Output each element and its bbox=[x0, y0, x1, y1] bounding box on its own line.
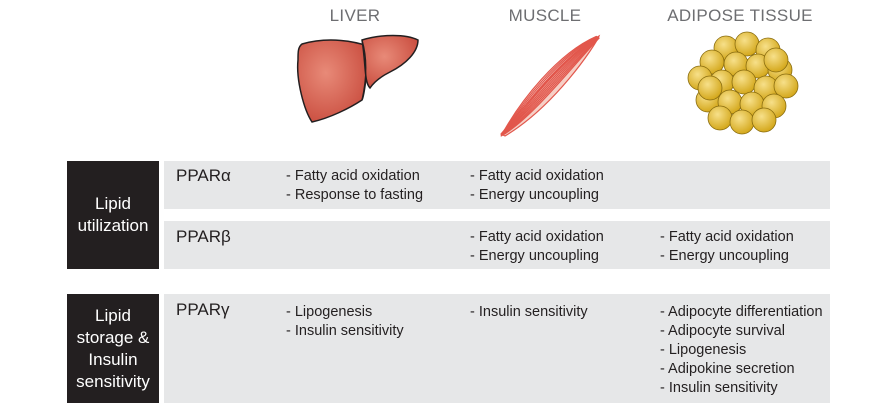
cell-alpha-liver: - Fatty acid oxidation - Response to fast… bbox=[286, 167, 423, 205]
cell-beta-muscle: - Fatty acid oxidation - Energy uncouplin… bbox=[470, 228, 604, 266]
cell-line: - Adipocyte survival bbox=[660, 323, 785, 339]
cell-line: - Fatty acid oxidation bbox=[470, 229, 604, 245]
ppar-beta-label: PPARβ bbox=[176, 227, 231, 246]
cell-line: - Fatty acid oxidation bbox=[286, 168, 420, 184]
cell-line: - Insulin sensitivity bbox=[660, 380, 778, 396]
cell-line: - Energy uncoupling bbox=[470, 187, 599, 203]
cell-line: - Adipokine secretion bbox=[660, 361, 795, 377]
column-title-muscle: MUSCLE bbox=[508, 6, 582, 25]
liver-icon bbox=[296, 34, 419, 123]
cell-gamma-liver: - Lipogenesis - Insulin sensitivity bbox=[286, 303, 404, 341]
row-band-ppar-gamma bbox=[164, 294, 830, 403]
ppar-alpha-label: PPARα bbox=[176, 166, 231, 185]
cell-gamma-muscle: - Insulin sensitivity bbox=[470, 303, 588, 322]
column-title-liver: LIVER bbox=[329, 6, 381, 25]
column-title-adipose-tissue: ADIPOSE TISSUE bbox=[667, 6, 813, 25]
row-band-ppar-alpha bbox=[164, 161, 830, 209]
cell-line: - Insulin sensitivity bbox=[286, 323, 404, 339]
cell-line: - Insulin sensitivity bbox=[470, 304, 588, 320]
adipose-tissue-icon bbox=[687, 31, 799, 135]
cell-line: - Energy uncoupling bbox=[660, 248, 789, 264]
cell-line: - Fatty acid oxidation bbox=[470, 168, 604, 184]
cell-line: - Adipocyte differentiation bbox=[660, 304, 823, 320]
cell-line: - Lipogenesis bbox=[660, 342, 747, 358]
ppar-gamma-label: PPARγ bbox=[176, 300, 230, 319]
cell-gamma-adipose: - Adipocyte differentiation - Adipocyte s… bbox=[660, 303, 823, 398]
cell-alpha-muscle: - Fatty acid oxidation - Energy uncouplin… bbox=[470, 167, 604, 205]
group-label-lipid-storage-insulin-sensitivity: Lipid storage & Insulin sensitivity bbox=[67, 294, 159, 403]
muscle-icon bbox=[500, 34, 601, 137]
cell-beta-adipose: - Fatty acid oxidation - Energy uncouplin… bbox=[660, 228, 794, 266]
cell-line: - Fatty acid oxidation bbox=[660, 229, 794, 245]
cell-line: - Energy uncoupling bbox=[470, 248, 599, 264]
cell-line: - Lipogenesis bbox=[286, 304, 373, 320]
cell-line: - Response to fasting bbox=[286, 187, 424, 203]
group-label-lipid-utilization: Lipid utilization bbox=[67, 161, 159, 269]
row-band-ppar-beta bbox=[164, 221, 830, 269]
